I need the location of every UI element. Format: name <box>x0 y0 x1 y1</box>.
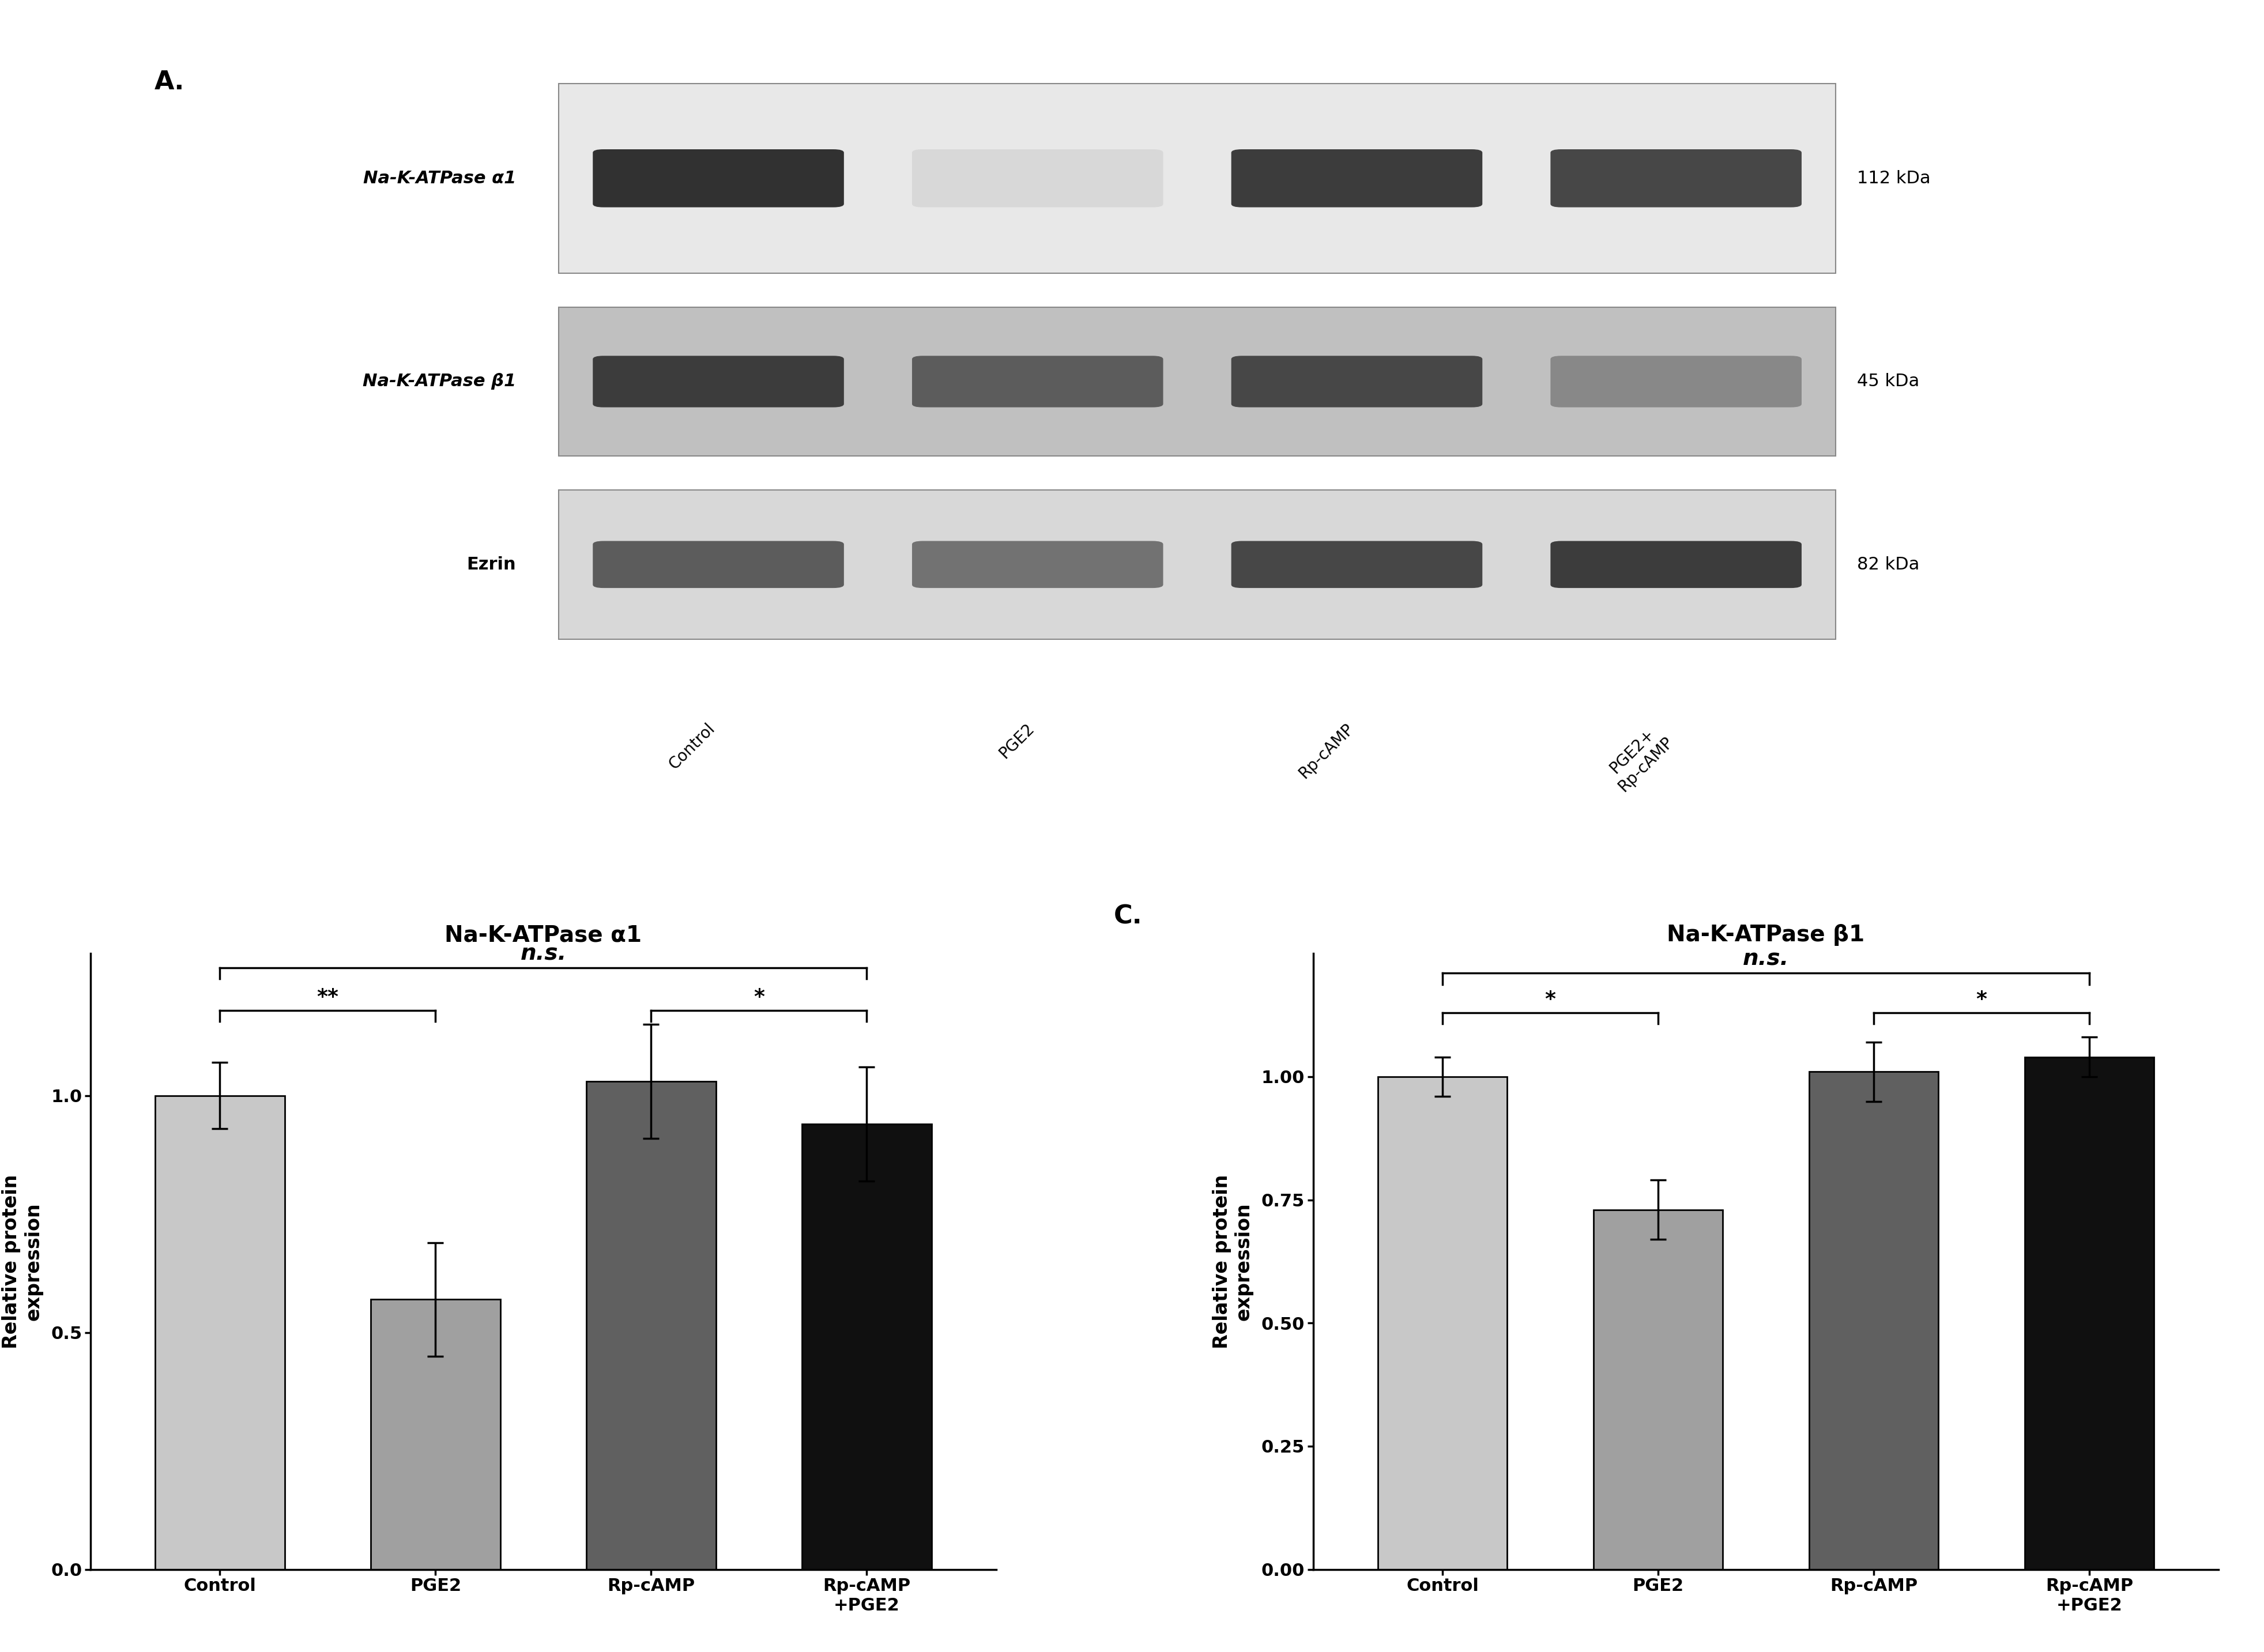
Bar <box>156 1095 285 1569</box>
FancyBboxPatch shape <box>1551 355 1802 408</box>
FancyBboxPatch shape <box>1232 540 1483 588</box>
Text: Rp-cAMP: Rp-cAMP <box>1295 720 1356 781</box>
Text: *: * <box>1976 990 1988 1009</box>
Text: *: * <box>1544 990 1555 1009</box>
FancyBboxPatch shape <box>1551 149 1802 206</box>
Bar <box>371 1300 500 1569</box>
Text: 45 kDa: 45 kDa <box>1856 373 1920 390</box>
Bar <box>586 1082 715 1569</box>
FancyBboxPatch shape <box>912 149 1164 206</box>
Title: Na-K-ATPase α1: Na-K-ATPase α1 <box>444 923 643 947</box>
FancyBboxPatch shape <box>593 540 844 588</box>
Bar <box>1379 1077 1508 1569</box>
Bar <box>2024 1057 2153 1569</box>
Text: Ezrin: Ezrin <box>466 557 516 573</box>
Text: Control: Control <box>666 720 718 773</box>
Bar <box>801 1123 931 1569</box>
FancyBboxPatch shape <box>593 355 844 408</box>
Text: n.s.: n.s. <box>1743 948 1789 970</box>
FancyBboxPatch shape <box>559 307 1836 456</box>
Text: A.: A. <box>154 69 186 94</box>
FancyBboxPatch shape <box>593 149 844 206</box>
Text: **: ** <box>317 988 340 1008</box>
FancyBboxPatch shape <box>912 355 1164 408</box>
Text: Na-K-ATPase α1: Na-K-ATPase α1 <box>362 170 516 187</box>
FancyBboxPatch shape <box>559 491 1836 639</box>
FancyBboxPatch shape <box>1551 540 1802 588</box>
Text: Na-K-ATPase β1: Na-K-ATPase β1 <box>362 373 516 390</box>
Text: C.: C. <box>1114 904 1143 928</box>
Text: PGE2+
Rp-cAMP: PGE2+ Rp-cAMP <box>1601 720 1675 795</box>
FancyBboxPatch shape <box>559 84 1836 273</box>
Text: n.s.: n.s. <box>521 942 566 965</box>
Text: 82 kDa: 82 kDa <box>1856 557 1920 573</box>
Y-axis label: Relative protein
expression: Relative protein expression <box>2 1175 43 1348</box>
Y-axis label: Relative protein
expression: Relative protein expression <box>1211 1175 1254 1348</box>
FancyBboxPatch shape <box>912 540 1164 588</box>
Bar <box>1594 1209 1723 1569</box>
Text: 112 kDa: 112 kDa <box>1856 170 1931 187</box>
FancyBboxPatch shape <box>1232 149 1483 206</box>
Title: Na-K-ATPase β1: Na-K-ATPase β1 <box>1666 923 1866 947</box>
FancyBboxPatch shape <box>1232 355 1483 408</box>
Bar <box>1809 1072 1938 1569</box>
Text: *: * <box>754 988 765 1008</box>
Text: PGE2: PGE2 <box>996 720 1037 762</box>
